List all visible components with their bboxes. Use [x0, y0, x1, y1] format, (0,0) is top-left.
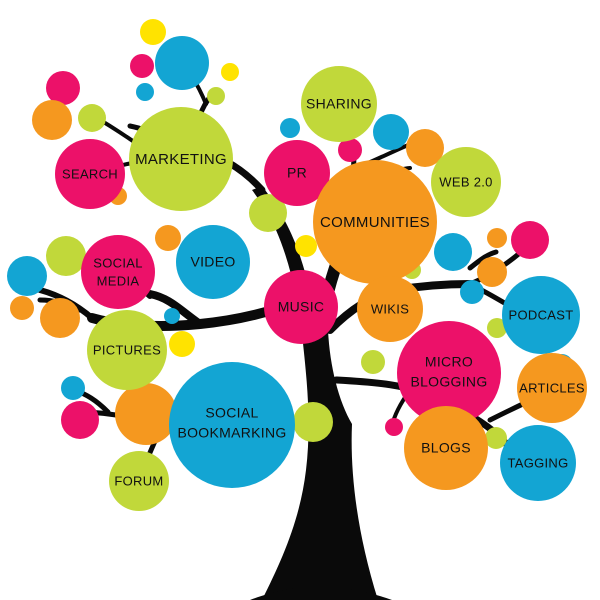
decor-dot: [487, 228, 507, 248]
decor-dot: [136, 83, 154, 101]
tree-trunk-and-branches: [250, 186, 392, 600]
bubble-circle: [500, 425, 576, 501]
bubble-label: FORUM: [114, 473, 163, 488]
bubble-circle: [301, 66, 377, 142]
bubble-label: ARTICLES: [519, 380, 585, 395]
decor-dot: [406, 129, 444, 167]
bubble-articles: ARTICLES: [517, 353, 587, 423]
bubble-wikis: WIKIS: [357, 276, 423, 342]
bubble-label: MEDIA: [97, 273, 140, 288]
bubble-circle: [264, 140, 330, 206]
bubble-circle: [264, 270, 338, 344]
bubble-label: VIDEO: [190, 254, 235, 270]
bubble-tagging: TAGGING: [500, 425, 576, 501]
bubble-circle: [169, 362, 295, 488]
bubble-circle: [502, 276, 580, 354]
bubble-label: COMMUNITIES: [320, 214, 430, 231]
decor-dot: [10, 296, 34, 320]
bubble-social-media: SOCIAL MEDIA: [81, 235, 155, 309]
decor-dot: [487, 318, 507, 338]
decor-dot: [249, 194, 287, 232]
decor-dot: [477, 257, 507, 287]
decor-dot: [40, 298, 80, 338]
bubble-label: SEARCH: [62, 166, 118, 181]
bubble-circle: [129, 107, 233, 211]
decor-dot: [130, 54, 154, 78]
bubble-label: TAGGING: [507, 455, 568, 470]
bubble-communities: COMMUNITIES: [313, 160, 437, 284]
decor-dot: [61, 401, 99, 439]
bubble-sharing: SHARING: [301, 66, 377, 142]
bubble-label: SOCIAL: [93, 255, 142, 270]
decor-dot: [155, 36, 209, 90]
branch: [467, 249, 499, 271]
decor-dot: [485, 427, 507, 449]
decor-dot: [361, 350, 385, 374]
bubble-circle: [55, 139, 125, 209]
bubble-music: MUSIC: [264, 270, 338, 344]
bubble-circle: [431, 147, 501, 217]
decor-dot: [46, 236, 86, 276]
decor-dot: [338, 138, 362, 162]
bubble-circle: [397, 321, 501, 425]
bubble-label: BLOGGING: [410, 374, 487, 390]
bubble-social-bookmarking: SOCIAL BOOKMARKING: [169, 362, 295, 488]
bubble-label: BOOKMARKING: [177, 425, 286, 441]
bubble-label: WEB 2.0: [439, 174, 492, 189]
bubble-circle: [357, 276, 423, 342]
bubble-circle: [109, 451, 169, 511]
decor-dot: [115, 383, 177, 445]
decorative-dots: [7, 19, 573, 449]
decor-dot: [293, 402, 333, 442]
bubble-label: MARKETING: [135, 151, 227, 168]
bubble-podcast: PODCAST: [502, 276, 580, 354]
bubble-label: PICTURES: [93, 342, 161, 357]
bubble-label: SHARING: [306, 96, 372, 112]
bubble-pictures: PICTURES: [87, 310, 167, 390]
bubble-label: MUSIC: [278, 299, 325, 315]
decor-dot: [295, 235, 317, 257]
bubble-circle: [87, 310, 167, 390]
decor-dot: [280, 118, 300, 138]
decor-dot: [434, 233, 472, 271]
bubble-forum: FORUM: [109, 451, 169, 511]
decor-dot: [7, 256, 47, 296]
decor-dot: [155, 225, 181, 251]
bubble-label: PR: [287, 165, 307, 181]
bubble-video: VIDEO: [176, 225, 250, 299]
bubble-web20: WEB 2.0: [431, 147, 501, 217]
bubble-pr: PR: [264, 140, 330, 206]
tree-trunk: [252, 186, 378, 600]
bubble-label: WIKIS: [371, 301, 409, 316]
decor-dot: [385, 418, 403, 436]
decor-dot: [207, 87, 225, 105]
decor-dot: [164, 308, 180, 324]
bubble-circle: [517, 353, 587, 423]
bubble-label: BLOGS: [421, 440, 471, 456]
decor-dot: [140, 19, 166, 45]
decor-dot: [373, 114, 409, 150]
bubble-blogs: BLOGS: [404, 406, 488, 490]
bubble-circle: [404, 406, 488, 490]
bubble-search: SEARCH: [55, 139, 125, 209]
bubble-circle: [176, 225, 250, 299]
bubble-circle: [81, 235, 155, 309]
decor-dot: [61, 376, 85, 400]
decor-dot: [32, 100, 72, 140]
decor-dot: [169, 331, 195, 357]
bubble-label: MICRO: [425, 354, 473, 370]
bubble-micro-blogging: MICRO BLOGGING: [397, 321, 501, 425]
bubble-marketing: MARKETING: [129, 107, 233, 211]
decor-dot: [46, 71, 80, 105]
decor-dot: [78, 104, 106, 132]
bubble-label: PODCAST: [509, 307, 574, 322]
bubble-label: SOCIAL: [205, 405, 258, 421]
decor-dot: [460, 280, 484, 304]
trunk-base: [250, 586, 392, 600]
decor-dot: [221, 63, 239, 81]
bubble-circle: [313, 160, 437, 284]
branch: [146, 290, 204, 328]
decor-dot: [511, 221, 549, 259]
